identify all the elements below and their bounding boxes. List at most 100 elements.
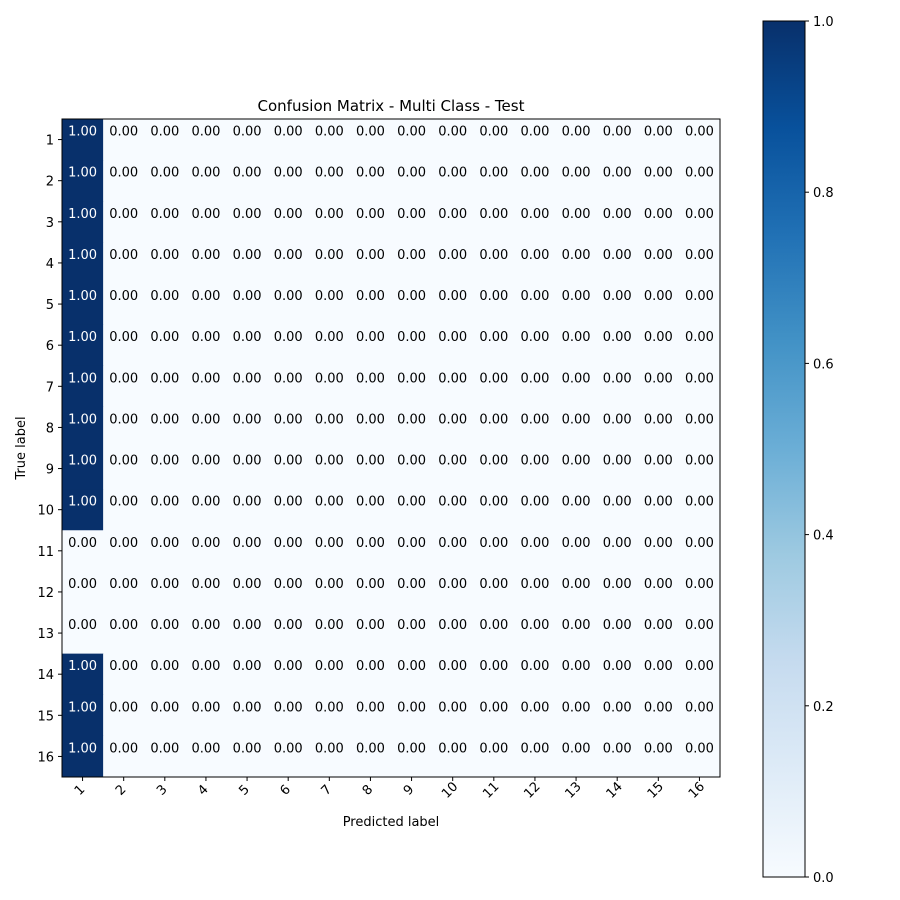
heatmap-cell [185,201,227,243]
heatmap-cell [391,365,433,408]
cell-value-label: 0.00 [397,330,426,345]
y-tick-label: 11 [37,545,54,560]
cell-value-label: 0.00 [274,741,303,756]
y-tick-label: 13 [37,627,54,642]
heatmap-cell [514,694,556,737]
x-axis-label: Predicted label [343,815,440,830]
cell-value-label: 0.00 [68,577,97,592]
heatmap-cell [349,612,392,655]
heatmap-cell [432,735,474,778]
heatmap-cell [267,201,310,243]
heatmap-cell [226,160,269,202]
cell-value-label: 0.00 [191,454,220,469]
heatmap-cell [226,283,269,326]
heatmap-cell [185,530,227,572]
x-tick-label: 6 [277,782,293,798]
cell-value-label: 0.00 [356,741,385,756]
heatmap-cell [185,489,227,531]
heatmap-cell [267,283,310,326]
cell-value-label: 0.00 [150,618,179,633]
heatmap-cell [596,735,639,778]
heatmap-cell [391,160,433,202]
heatmap-cell [185,612,227,655]
cell-value-label: 0.00 [315,166,344,181]
cell-value-label: 0.00 [603,166,632,181]
y-tick-label: 2 [46,175,54,190]
cell-value-label: 0.00 [562,289,591,304]
heatmap-cell [555,283,598,326]
cell-value-label: 0.00 [562,166,591,181]
cell-value-label: 0.00 [274,371,303,386]
heatmap-cell [308,653,351,696]
heatmap-cell [144,283,186,326]
heatmap-cell [678,694,721,737]
heatmap-cell [432,160,474,202]
cell-value-label: 0.00 [191,577,220,592]
cell-value-label: 1.00 [68,741,97,756]
heatmap-cell [308,571,351,613]
heatmap-cell [678,530,721,572]
cell-value-label: 0.00 [603,248,632,263]
heatmap-cell [432,571,474,613]
heatmap-cell [144,406,186,449]
heatmap-cell [267,571,310,613]
x-tick-label: 14 [604,779,626,801]
cell-value-label: 0.00 [109,618,138,633]
heatmap-cell [432,612,474,655]
cell-value-label: 0.00 [315,700,344,715]
cell-value-label: 0.00 [233,125,262,140]
heatmap-cell [555,489,598,531]
heatmap-cell [185,653,227,696]
cell-value-label: 0.00 [685,330,714,345]
heatmap-cell [514,119,556,161]
cell-value-label: 0.00 [685,207,714,222]
heatmap-cell [144,612,186,655]
cell-value-label: 0.00 [191,371,220,386]
heatmap-cell [678,735,721,778]
cell-value-label: 0.00 [644,371,673,386]
y-tick-label: 6 [46,339,54,354]
heatmap-cell [514,489,556,531]
heatmap-cell [349,530,392,572]
cell-value-label: 0.00 [685,166,714,181]
cell-value-label: 0.00 [109,741,138,756]
cell-value-label: 0.00 [520,741,549,756]
cell-value-label: 0.00 [685,371,714,386]
cell-value-label: 0.00 [479,166,508,181]
cell-value-label: 0.00 [603,412,632,427]
y-tick-label: 14 [37,668,54,683]
cell-value-label: 0.00 [356,412,385,427]
cell-value-label: 0.00 [562,330,591,345]
heatmap-cell [308,283,351,326]
heatmap-cell [432,201,474,243]
cell-value-label: 0.00 [685,495,714,510]
heatmap-cell [185,571,227,613]
cell-value-label: 1.00 [68,330,97,345]
cell-value-label: 0.00 [233,412,262,427]
cell-value-label: 0.00 [109,700,138,715]
cell-value-label: 0.00 [479,577,508,592]
heatmap-cell [637,283,680,326]
cell-value-label: 0.00 [356,454,385,469]
heatmap-cell [473,694,515,737]
heatmap-cell [555,448,598,490]
cell-value-label: 0.00 [562,741,591,756]
cell-value-label: 0.00 [109,371,138,386]
cell-value-label: 0.00 [274,207,303,222]
heatmap-cell [555,571,598,613]
y-tick-label: 1 [46,134,54,149]
heatmap-cell [432,283,474,326]
cell-value-label: 0.00 [685,248,714,263]
heatmap-cell [555,242,598,284]
heatmap-cell [596,448,639,490]
heatmap-cell [473,160,515,202]
cell-value-label: 0.00 [150,412,179,427]
y-tick-label: 7 [46,380,54,395]
cell-value-label: 0.00 [191,618,220,633]
heatmap-cell [555,530,598,572]
heatmap-cell [226,489,269,531]
heatmap-cell [678,201,721,243]
heatmap-cell [103,160,145,202]
cell-value-label: 0.00 [603,207,632,222]
